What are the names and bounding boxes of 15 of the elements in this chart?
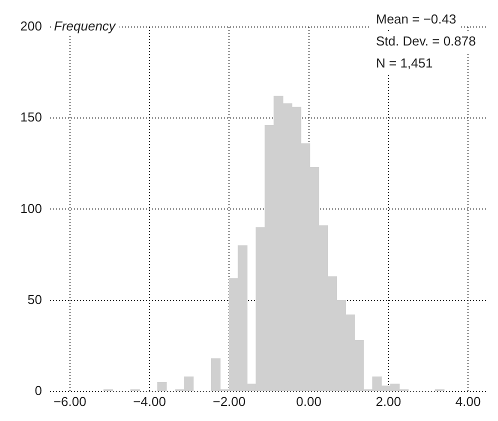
x-tick-label: −2.00 (212, 394, 246, 409)
annotation: N = 1,451 (376, 56, 433, 71)
x-tick-label: 0.00 (296, 394, 322, 409)
y-tick-label: 50 (28, 292, 42, 307)
text: Mean = −0.43 (376, 12, 456, 27)
x-tick-label: −6.00 (53, 394, 86, 409)
x-tick-label: 4.00 (455, 394, 481, 409)
y-tick-label: 150 (20, 110, 42, 125)
y-tick-label: 0 (34, 382, 42, 398)
x-tick-label: 2.00 (376, 394, 402, 409)
y-tick-label: 100 (20, 200, 42, 216)
y-tick-label: 200 (20, 18, 42, 34)
annotation: Std. Dev. = 0.878 (376, 34, 476, 49)
x-tick-label: −4.00 (133, 394, 166, 409)
y-axis-title: Frequency (54, 18, 117, 34)
